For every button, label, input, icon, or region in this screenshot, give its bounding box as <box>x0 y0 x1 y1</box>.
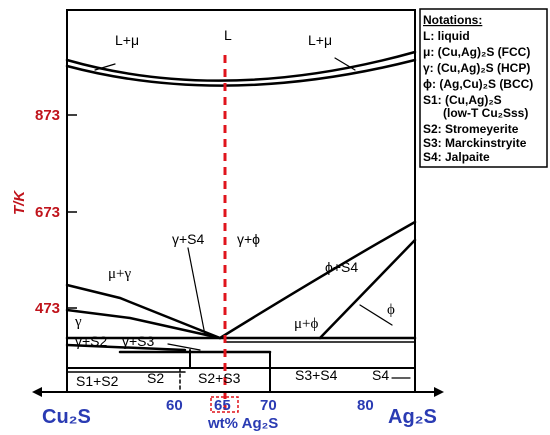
region-gamma-s2: γ+S2 <box>75 333 108 349</box>
notation-mu: μ: (Cu,Ag)₂S (FCC) <box>423 45 530 59</box>
region-s1-s2: S1+S2 <box>76 373 119 389</box>
region-gamma-phi: γ+ϕ <box>237 231 260 247</box>
x-tick-80: 80 <box>357 397 374 414</box>
mu-gamma-upper-boundary <box>65 283 222 340</box>
plot-frame <box>66 9 416 393</box>
solidus-line <box>65 58 417 87</box>
region-s3-s4: S3+S4 <box>295 367 338 383</box>
liquidus-line <box>65 50 417 82</box>
x-tick-70: 70 <box>260 397 277 414</box>
y-tick-673: 673 <box>35 204 60 221</box>
region-gamma: γ <box>74 314 82 330</box>
notation-s4: S4: Jalpaite <box>423 150 490 164</box>
notation-s2: S2: Stromeyerite <box>423 122 519 136</box>
gamma-s2-line <box>65 343 187 352</box>
gamma-phi-boundary <box>218 220 417 340</box>
right-end-label: Ag₂S <box>388 406 437 428</box>
region-l-mu-left: L+μ <box>115 32 139 48</box>
notation-s3: S3: Marckinstryite <box>423 136 527 150</box>
leader-gamma-s4 <box>187 247 206 336</box>
region-s2-s3: S2+S3 <box>198 370 241 386</box>
leader-phi <box>359 304 393 326</box>
y-tick-473: 473 <box>35 300 60 317</box>
region-s2: S2 <box>147 370 164 386</box>
region-gamma-s3: γ+S3 <box>122 333 155 349</box>
notation-gamma: γ: (Cu,Ag)₂S (HCP) <box>423 61 530 75</box>
y-axis-label: T/K <box>11 190 28 215</box>
x-axis-arrow <box>32 387 444 397</box>
notations-title: Notations: <box>423 13 482 27</box>
notation-s1: S1: (Cu,Ag)₂S <box>423 93 502 107</box>
leader-l-mu-left <box>94 63 116 71</box>
region-mu-gamma: μ+γ <box>108 266 132 282</box>
y-ticks <box>67 114 77 309</box>
x-axis-label: wt% Ag₂S <box>207 415 278 432</box>
phase-boundaries <box>65 50 417 393</box>
region-phi: ϕ <box>387 302 395 318</box>
region-liquid: L <box>224 27 232 43</box>
region-s4: S4 <box>372 367 389 383</box>
x-tick-60: 60 <box>166 397 183 414</box>
region-l-mu-right: L+μ <box>308 32 332 48</box>
highlight-box <box>210 396 239 413</box>
x-tick-65: 65 <box>214 397 231 414</box>
left-end-label: Cu₂S <box>42 406 91 428</box>
phi-s4-boundary <box>318 238 417 340</box>
mu-gamma-lower-boundary <box>65 308 222 340</box>
notation-phi: ϕ: (Ag,Cu)₂S (BCC) <box>423 77 533 91</box>
region-gamma-s4: γ+S4 <box>172 231 205 247</box>
leader-gamma-s3 <box>167 343 201 351</box>
notation-l: L: liquid <box>423 29 470 43</box>
region-phi-s4: ϕ+S4 <box>325 259 358 275</box>
notation-s1-detail: (low-T Cu₂Sss) <box>443 106 528 120</box>
region-mu-phi: μ+ϕ <box>294 316 319 332</box>
notations-box: Notations: L: liquid μ: (Cu,Ag)₂S (FCC) … <box>419 8 548 168</box>
y-tick-873: 873 <box>35 107 60 124</box>
leader-l-mu-right <box>334 57 356 71</box>
